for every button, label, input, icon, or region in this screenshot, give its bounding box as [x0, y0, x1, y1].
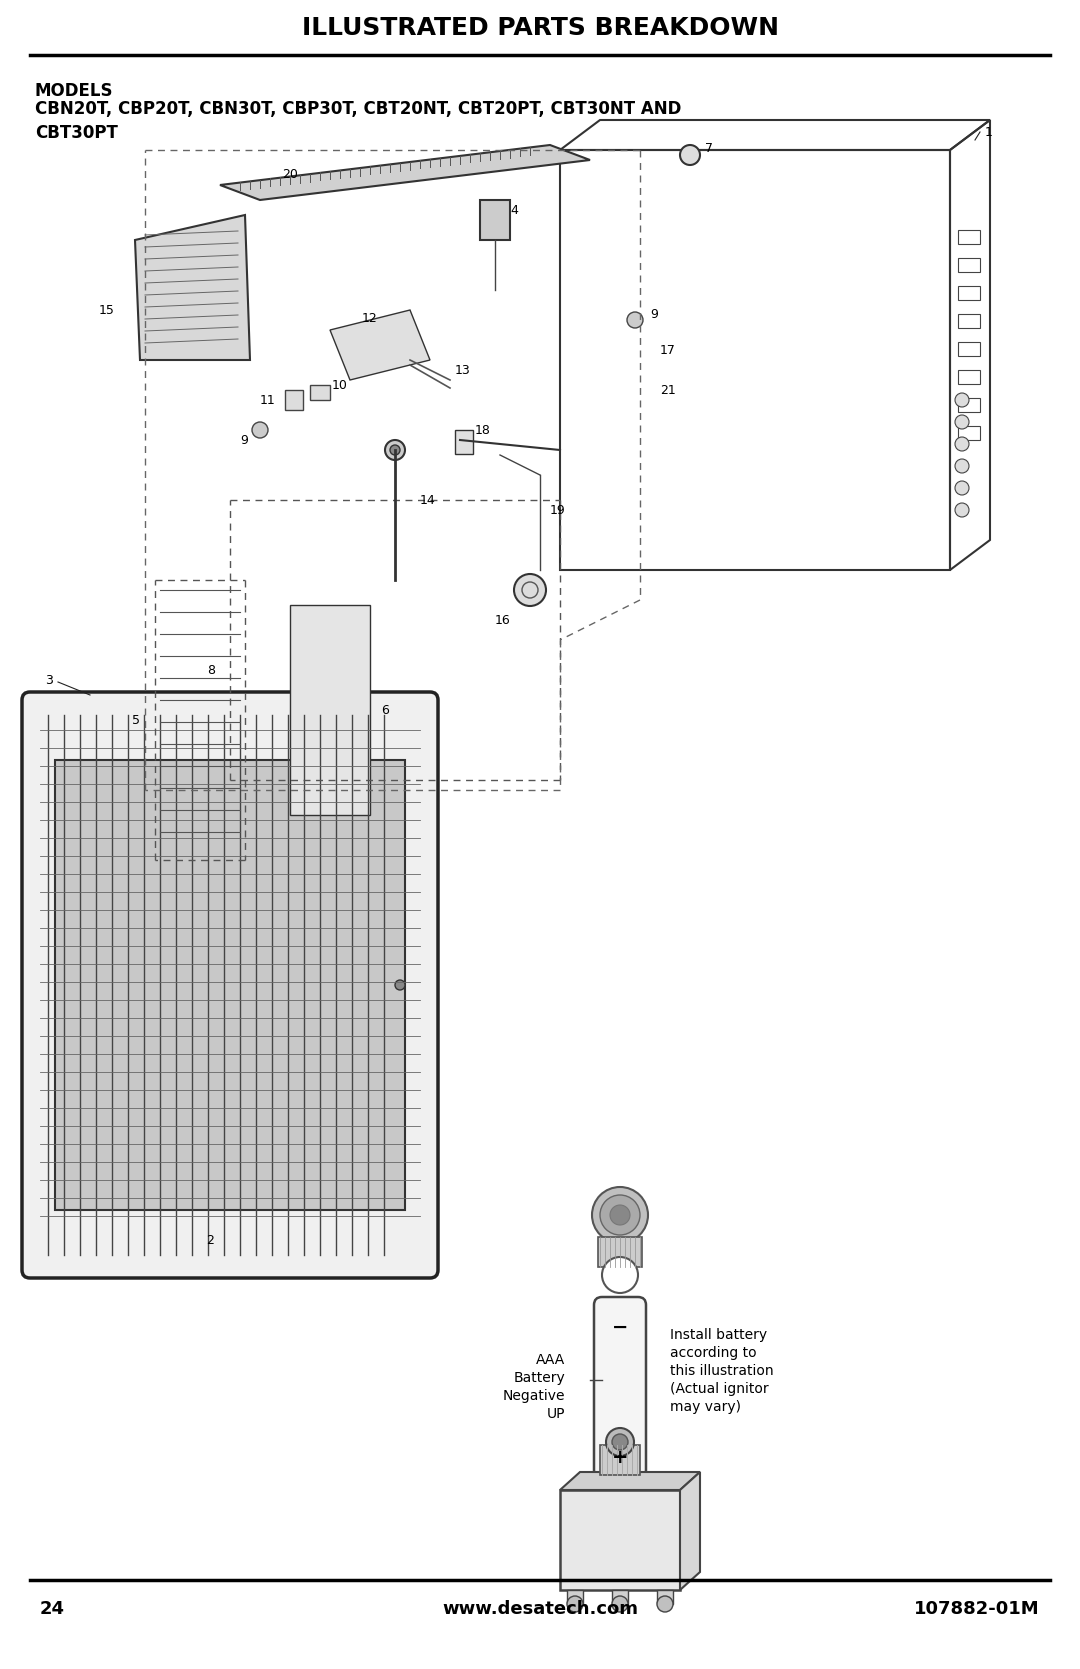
Text: 12: 12 — [362, 312, 378, 324]
Text: Install battery: Install battery — [670, 1329, 767, 1342]
Text: 6: 6 — [381, 704, 389, 716]
Text: 2: 2 — [206, 1233, 214, 1247]
Polygon shape — [330, 310, 430, 381]
Text: according to: according to — [670, 1345, 757, 1360]
Text: 4: 4 — [510, 204, 518, 217]
Circle shape — [602, 1257, 638, 1293]
Text: 5: 5 — [132, 714, 140, 726]
Text: −: − — [611, 1317, 629, 1337]
Polygon shape — [680, 1472, 700, 1591]
Text: ILLUSTRATED PARTS BREAKDOWN: ILLUSTRATED PARTS BREAKDOWN — [301, 17, 779, 40]
Text: 11: 11 — [259, 394, 275, 407]
Text: 14: 14 — [420, 494, 435, 506]
Text: 20: 20 — [282, 169, 298, 182]
Text: 7: 7 — [705, 142, 713, 155]
Bar — [958, 397, 980, 412]
Circle shape — [955, 416, 969, 429]
Text: 3: 3 — [45, 674, 53, 686]
Bar — [958, 371, 980, 384]
Text: UP: UP — [546, 1407, 565, 1420]
Bar — [567, 1591, 583, 1604]
Circle shape — [627, 312, 643, 329]
Bar — [958, 314, 980, 329]
Text: 16: 16 — [495, 614, 510, 626]
Bar — [55, 759, 405, 1210]
Bar — [958, 259, 980, 272]
Bar — [958, 342, 980, 355]
Bar — [958, 285, 980, 300]
Circle shape — [955, 459, 969, 472]
Bar — [310, 386, 330, 401]
Polygon shape — [135, 215, 249, 361]
Circle shape — [955, 437, 969, 451]
Text: may vary): may vary) — [670, 1400, 741, 1414]
FancyBboxPatch shape — [594, 1297, 646, 1479]
Circle shape — [955, 502, 969, 517]
Circle shape — [567, 1596, 583, 1612]
Circle shape — [592, 1187, 648, 1243]
Text: AAA: AAA — [536, 1354, 565, 1367]
Text: (Actual ignitor: (Actual ignitor — [670, 1382, 769, 1395]
Circle shape — [610, 1205, 630, 1225]
Bar — [480, 200, 510, 240]
Text: 19: 19 — [550, 504, 566, 516]
Text: +: + — [611, 1447, 629, 1467]
Circle shape — [612, 1434, 627, 1450]
Text: 9: 9 — [650, 309, 658, 322]
Text: 13: 13 — [455, 364, 471, 377]
Text: 24: 24 — [40, 1601, 65, 1617]
Bar — [455, 431, 473, 454]
Text: 1: 1 — [985, 125, 993, 139]
Text: 10: 10 — [332, 379, 348, 392]
Circle shape — [514, 574, 546, 606]
Text: 9: 9 — [240, 434, 248, 447]
Bar — [561, 1490, 680, 1591]
Bar — [657, 1591, 673, 1604]
Text: Battery: Battery — [513, 1370, 565, 1385]
Bar — [600, 1445, 640, 1475]
Circle shape — [657, 1596, 673, 1612]
FancyBboxPatch shape — [22, 693, 438, 1278]
Bar — [958, 426, 980, 441]
Text: CBN20T, CBP20T, CBN30T, CBP30T, CBT20NT, CBT20PT, CBT30NT AND
CBT30PT: CBN20T, CBP20T, CBN30T, CBP30T, CBT20NT,… — [35, 100, 681, 142]
Circle shape — [606, 1429, 634, 1455]
Circle shape — [955, 481, 969, 496]
Bar — [285, 391, 303, 411]
Polygon shape — [561, 1472, 700, 1490]
Bar — [612, 1591, 627, 1604]
Bar — [958, 230, 980, 244]
Circle shape — [955, 392, 969, 407]
Text: 18: 18 — [475, 424, 491, 437]
Circle shape — [680, 145, 700, 165]
Text: Negative: Negative — [502, 1389, 565, 1404]
Text: 8: 8 — [207, 664, 215, 676]
Circle shape — [395, 980, 405, 990]
Circle shape — [252, 422, 268, 437]
Circle shape — [612, 1596, 627, 1612]
Text: 17: 17 — [660, 344, 676, 357]
Circle shape — [384, 441, 405, 461]
Text: 21: 21 — [660, 384, 676, 397]
Text: 15: 15 — [99, 304, 114, 317]
Text: www.desatech.com: www.desatech.com — [442, 1601, 638, 1617]
Circle shape — [390, 446, 400, 456]
Circle shape — [600, 1195, 640, 1235]
Bar — [598, 1237, 642, 1267]
Text: MODELS: MODELS — [35, 82, 113, 100]
Text: this illustration: this illustration — [670, 1364, 773, 1379]
Polygon shape — [220, 145, 590, 200]
Text: 107882-01M: 107882-01M — [915, 1601, 1040, 1617]
Bar — [291, 604, 370, 814]
